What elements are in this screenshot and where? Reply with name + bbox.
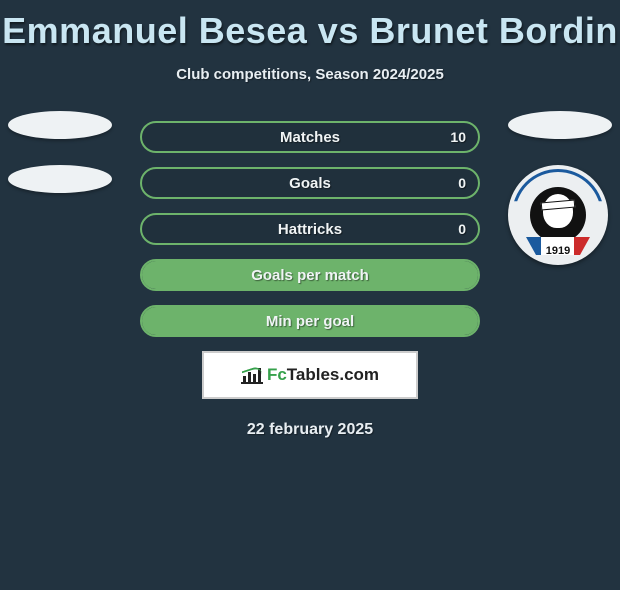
club-badge-placeholder: [508, 111, 612, 139]
chart-icon: [241, 366, 263, 384]
stat-row: Hattricks 0: [140, 213, 480, 245]
stat-value-right: 0: [458, 221, 466, 237]
club-badge-placeholder: [8, 111, 112, 139]
stat-row: Goals 0: [140, 167, 480, 199]
stat-row: Goals per match: [140, 259, 480, 291]
brand-suffix: Tables.com: [287, 365, 379, 384]
club-badge-placeholder: [8, 165, 112, 193]
right-club-badges: 1919: [508, 111, 612, 265]
stat-row: Matches 10: [140, 121, 480, 153]
brand-prefix: Fc: [267, 365, 287, 384]
stat-label: Goals: [289, 175, 331, 192]
stat-value-right: 0: [458, 175, 466, 191]
stat-label: Goals per match: [251, 267, 369, 284]
left-club-badges: [8, 111, 112, 219]
generation-date: 22 february 2025: [0, 421, 620, 439]
club-logo-year: 1919: [546, 245, 570, 257]
brand-box: FcTables.com: [202, 351, 418, 399]
comparison-panel: 1919 Matches 10 Goals 0 Hattricks 0 Goals per …: [0, 121, 620, 439]
stat-rows: Matches 10 Goals 0 Hattricks 0 Goals per match…: [140, 121, 480, 337]
stat-row: Min per goal: [140, 305, 480, 337]
stat-label: Matches: [280, 129, 340, 146]
stat-label: Hattricks: [278, 221, 342, 238]
club-logo-sestri: 1919: [508, 165, 608, 265]
subtitle: Club competitions, Season 2024/2025: [0, 66, 620, 83]
page-title: Emmanuel Besea vs Brunet Bordin: [0, 10, 620, 52]
stat-label: Min per goal: [266, 313, 354, 330]
stat-value-right: 10: [450, 129, 466, 145]
brand-text: FcTables.com: [267, 365, 379, 385]
